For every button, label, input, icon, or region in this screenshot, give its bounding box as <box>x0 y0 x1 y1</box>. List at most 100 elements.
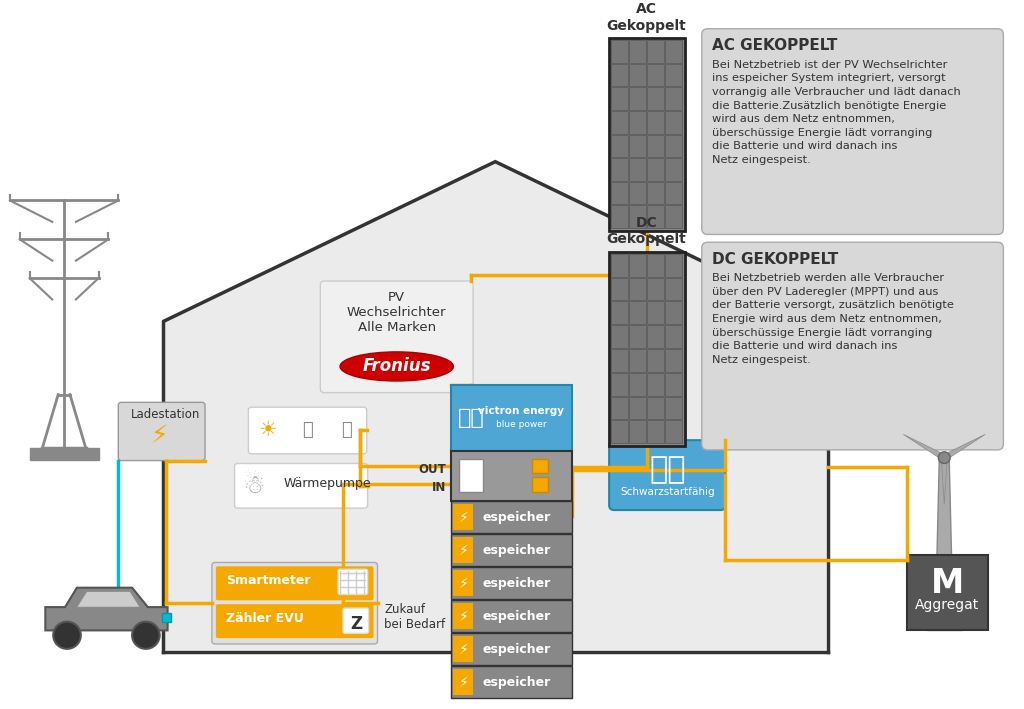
Bar <box>647 396 665 419</box>
Circle shape <box>53 622 81 649</box>
Text: ⚡: ⚡ <box>459 676 468 690</box>
Bar <box>611 158 628 181</box>
Text: Z: Z <box>350 615 361 633</box>
Text: M: M <box>931 567 964 601</box>
Text: Zähler EVU: Zähler EVU <box>225 612 303 625</box>
Text: ⚡: ⚡ <box>459 577 468 591</box>
Bar <box>665 111 682 133</box>
Text: blue power: blue power <box>496 420 547 429</box>
Bar <box>611 87 628 110</box>
Bar <box>647 40 665 63</box>
Bar <box>629 158 646 181</box>
Bar <box>647 135 665 157</box>
Bar <box>611 182 628 204</box>
Text: ⚡: ⚡ <box>459 610 468 624</box>
Text: ☃: ☃ <box>243 474 265 498</box>
Bar <box>452 451 571 501</box>
Bar <box>611 396 628 419</box>
Bar <box>647 254 665 277</box>
Text: espeicher: espeicher <box>483 643 551 656</box>
Bar <box>452 535 571 566</box>
Text: AC GEKOPPELT: AC GEKOPPELT <box>712 38 837 53</box>
Bar <box>629 111 646 133</box>
Bar <box>611 420 628 443</box>
Bar <box>532 459 548 473</box>
FancyBboxPatch shape <box>609 440 725 510</box>
Bar <box>647 325 665 348</box>
Bar <box>665 349 682 372</box>
Text: Aggregat: Aggregat <box>915 598 979 613</box>
Bar <box>609 38 685 230</box>
FancyBboxPatch shape <box>343 608 369 633</box>
Text: IN: IN <box>432 481 446 494</box>
Circle shape <box>938 452 950 464</box>
Bar <box>665 278 682 301</box>
Polygon shape <box>941 457 947 504</box>
Bar <box>629 349 646 372</box>
Bar <box>665 87 682 110</box>
FancyBboxPatch shape <box>212 562 378 644</box>
Bar <box>647 64 665 86</box>
Text: Bei Netzbetrieb werden alle Verbraucher
über den PV Laderegler (MPPT) und aus
de: Bei Netzbetrieb werden alle Verbraucher … <box>712 273 953 365</box>
Bar <box>452 633 571 665</box>
Bar <box>162 613 171 622</box>
Bar <box>629 87 646 110</box>
Text: Schwarzstartfähig: Schwarzstartfähig <box>620 487 715 497</box>
Text: espeicher: espeicher <box>483 544 551 557</box>
Text: ⚡: ⚡ <box>459 643 468 657</box>
Bar <box>629 325 646 348</box>
Bar <box>647 373 665 396</box>
Bar <box>454 669 473 696</box>
Bar <box>665 325 682 348</box>
Bar <box>611 301 628 324</box>
Bar <box>452 501 571 533</box>
Bar <box>452 567 571 599</box>
Bar <box>647 111 665 133</box>
Text: Bei Netzbetrieb ist der PV Wechselrichter
ins espeicher System integriert, verso: Bei Netzbetrieb ist der PV Wechselrichte… <box>712 60 961 165</box>
Bar <box>611 325 628 348</box>
Bar <box>665 254 682 277</box>
Bar <box>611 254 628 277</box>
Bar <box>454 636 473 662</box>
Bar <box>611 64 628 86</box>
Text: espeicher: espeicher <box>483 610 551 623</box>
Text: PV
Wechselrichter
Alle Marken: PV Wechselrichter Alle Marken <box>347 291 446 334</box>
FancyBboxPatch shape <box>338 569 368 594</box>
Bar <box>454 537 473 564</box>
FancyBboxPatch shape <box>234 464 368 508</box>
Bar <box>452 385 571 451</box>
Bar <box>532 477 548 491</box>
FancyBboxPatch shape <box>701 29 1004 235</box>
Text: espeicher: espeicher <box>483 577 551 590</box>
FancyBboxPatch shape <box>249 407 367 454</box>
Text: ⚡: ⚡ <box>459 510 468 525</box>
Bar <box>454 570 473 596</box>
Polygon shape <box>77 591 140 607</box>
Text: DC
Gekoppelt: DC Gekoppelt <box>606 216 686 246</box>
Text: AC
Gekoppelt: AC Gekoppelt <box>606 2 686 33</box>
Bar <box>629 254 646 277</box>
FancyBboxPatch shape <box>119 402 205 461</box>
Bar <box>907 554 987 630</box>
Text: Smartmeter: Smartmeter <box>225 574 310 587</box>
Bar <box>647 301 665 324</box>
Bar <box>927 620 962 630</box>
Bar <box>665 182 682 204</box>
Text: Ladestation: Ladestation <box>131 408 201 421</box>
Bar <box>629 301 646 324</box>
Bar <box>611 373 628 396</box>
Bar <box>611 40 628 63</box>
Bar <box>629 373 646 396</box>
Bar <box>452 666 571 698</box>
Bar <box>665 135 682 157</box>
Text: DC GEKOPPELT: DC GEKOPPELT <box>712 252 838 267</box>
Bar <box>629 278 646 301</box>
Text: ☀: ☀ <box>259 420 278 440</box>
Bar <box>665 205 682 228</box>
Bar <box>647 158 665 181</box>
Text: Wärmepumpe: Wärmepumpe <box>284 477 372 490</box>
Bar <box>665 396 682 419</box>
FancyBboxPatch shape <box>216 604 374 638</box>
Bar <box>452 601 571 632</box>
Circle shape <box>132 622 160 649</box>
